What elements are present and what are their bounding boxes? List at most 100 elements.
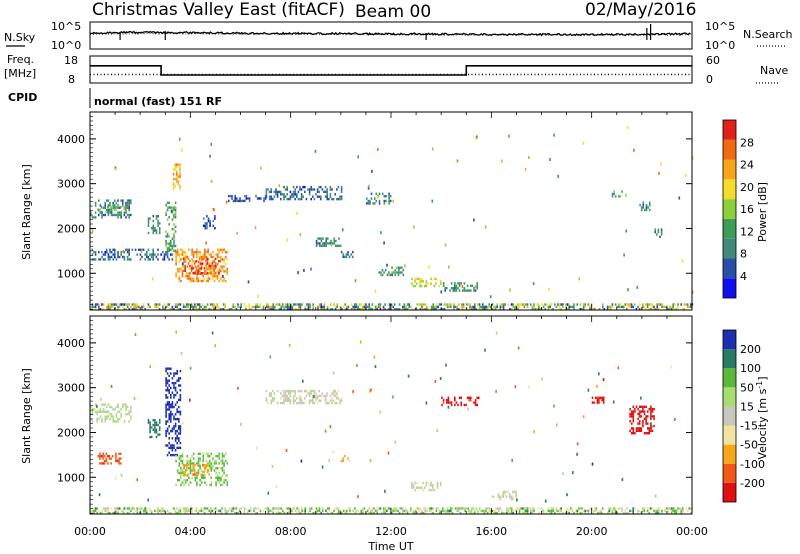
heatmap-cell bbox=[262, 305, 265, 309]
heatmap-cell bbox=[117, 417, 119, 421]
heatmap-cell bbox=[533, 507, 535, 510]
heatmap-cell bbox=[309, 509, 311, 513]
heatmap-cell bbox=[267, 188, 269, 191]
heatmap-cell bbox=[506, 512, 508, 515]
heatmap-cell bbox=[357, 308, 359, 311]
heatmap-cell bbox=[202, 452, 205, 455]
heatmap-cell bbox=[192, 308, 194, 311]
heatmap-cell bbox=[173, 232, 175, 236]
heatmap-cell bbox=[384, 268, 387, 272]
heatmap-cell bbox=[490, 305, 492, 309]
heatmap-cell bbox=[165, 305, 167, 309]
heatmap-cell bbox=[110, 405, 113, 409]
heatmap-cell bbox=[310, 507, 313, 510]
heatmap-cell bbox=[317, 305, 319, 309]
heatmap-cell bbox=[630, 427, 633, 430]
heatmap-cell bbox=[573, 305, 575, 309]
heatmap-cell bbox=[392, 395, 394, 399]
heatmap-cell bbox=[582, 303, 585, 306]
heatmap-cell bbox=[425, 401, 428, 405]
heatmap-cell bbox=[428, 265, 430, 269]
heatmap-cell bbox=[478, 305, 481, 309]
heatmap-cell bbox=[181, 265, 184, 268]
heatmap-cell bbox=[195, 509, 198, 513]
heatmap-cell bbox=[96, 303, 98, 306]
heatmap-cell bbox=[344, 512, 346, 515]
heatmap-cell bbox=[411, 512, 414, 515]
heatmap-cell bbox=[495, 389, 497, 393]
heatmap-cell bbox=[505, 495, 508, 498]
freq-right-tick-top: 60 bbox=[706, 54, 720, 67]
heatmap-cell bbox=[447, 399, 450, 402]
heatmap-cell bbox=[418, 507, 420, 510]
heatmap-cell bbox=[209, 224, 211, 227]
heatmap-cell bbox=[342, 509, 345, 513]
heatmap-cell bbox=[208, 263, 211, 266]
heatmap-cell bbox=[106, 415, 108, 418]
heatmap-cell bbox=[182, 509, 185, 513]
heatmap-cell bbox=[116, 459, 119, 463]
heatmap-cell bbox=[191, 462, 193, 465]
heatmap-cell bbox=[339, 305, 342, 309]
heatmap-cell bbox=[296, 193, 298, 196]
heatmap-cell bbox=[109, 248, 111, 251]
heatmap-cell bbox=[578, 509, 580, 513]
heatmap-cell bbox=[130, 213, 132, 217]
heatmap-cell bbox=[147, 305, 150, 309]
heatmap-cell bbox=[103, 459, 106, 463]
heatmap-cell bbox=[457, 403, 459, 407]
heatmap-cell bbox=[107, 206, 109, 209]
heatmap-cell bbox=[645, 303, 647, 306]
heatmap-cell bbox=[262, 509, 265, 513]
heatmap-cell bbox=[640, 415, 643, 418]
heatmap-cell bbox=[213, 258, 216, 261]
heatmap-cell bbox=[173, 244, 175, 248]
heatmap-cell bbox=[210, 270, 213, 273]
heatmap-cell bbox=[502, 305, 505, 309]
heatmap-cell bbox=[448, 509, 450, 513]
heatmap-cell bbox=[374, 289, 377, 293]
heatmap-cell bbox=[430, 484, 432, 487]
heatmap-cell bbox=[410, 509, 412, 513]
heatmap-cell bbox=[474, 512, 476, 515]
heatmap-cell bbox=[608, 507, 610, 510]
heatmap-cell bbox=[230, 509, 233, 513]
heatmap-cell bbox=[154, 428, 156, 431]
heatmap-cell bbox=[212, 277, 214, 280]
heatmap-cell bbox=[629, 509, 631, 513]
heatmap-cell bbox=[187, 262, 190, 265]
heatmap-cell bbox=[171, 308, 174, 311]
heatmap-cell bbox=[362, 509, 364, 513]
heatmap-cell bbox=[635, 405, 638, 408]
heatmap-cell bbox=[152, 224, 155, 227]
heatmap-cell bbox=[109, 303, 111, 306]
heatmap-cell bbox=[669, 308, 671, 311]
heatmap-cell bbox=[642, 204, 645, 207]
heatmap-cell bbox=[328, 242, 331, 245]
heatmap-cell bbox=[342, 255, 344, 259]
heatmap-cell bbox=[176, 469, 179, 472]
heatmap-cell bbox=[349, 509, 351, 513]
heatmap-cell bbox=[526, 303, 529, 306]
heatmap-cell bbox=[342, 253, 344, 256]
heatmap-cell bbox=[229, 194, 232, 198]
heatmap-cell bbox=[484, 225, 487, 229]
heatmap-cell bbox=[123, 258, 126, 261]
heatmap-cell bbox=[289, 401, 292, 405]
heatmap-cell bbox=[281, 389, 284, 393]
heatmap-cell bbox=[508, 495, 511, 498]
heatmap-cell bbox=[286, 185, 288, 189]
heatmap-cell bbox=[315, 507, 318, 510]
heatmap-cell bbox=[197, 459, 200, 463]
heatmap-cell bbox=[188, 277, 190, 280]
heatmap-cell bbox=[619, 305, 622, 309]
heatmap-cell bbox=[646, 509, 649, 513]
heatmap-cell bbox=[178, 462, 181, 465]
heatmap-cell bbox=[387, 451, 390, 455]
heatmap-cell bbox=[296, 303, 298, 306]
heatmap-cell bbox=[643, 412, 646, 416]
heatmap-cell bbox=[533, 303, 535, 306]
heatmap-cell bbox=[548, 288, 550, 291]
heatmap-cell bbox=[308, 392, 311, 395]
